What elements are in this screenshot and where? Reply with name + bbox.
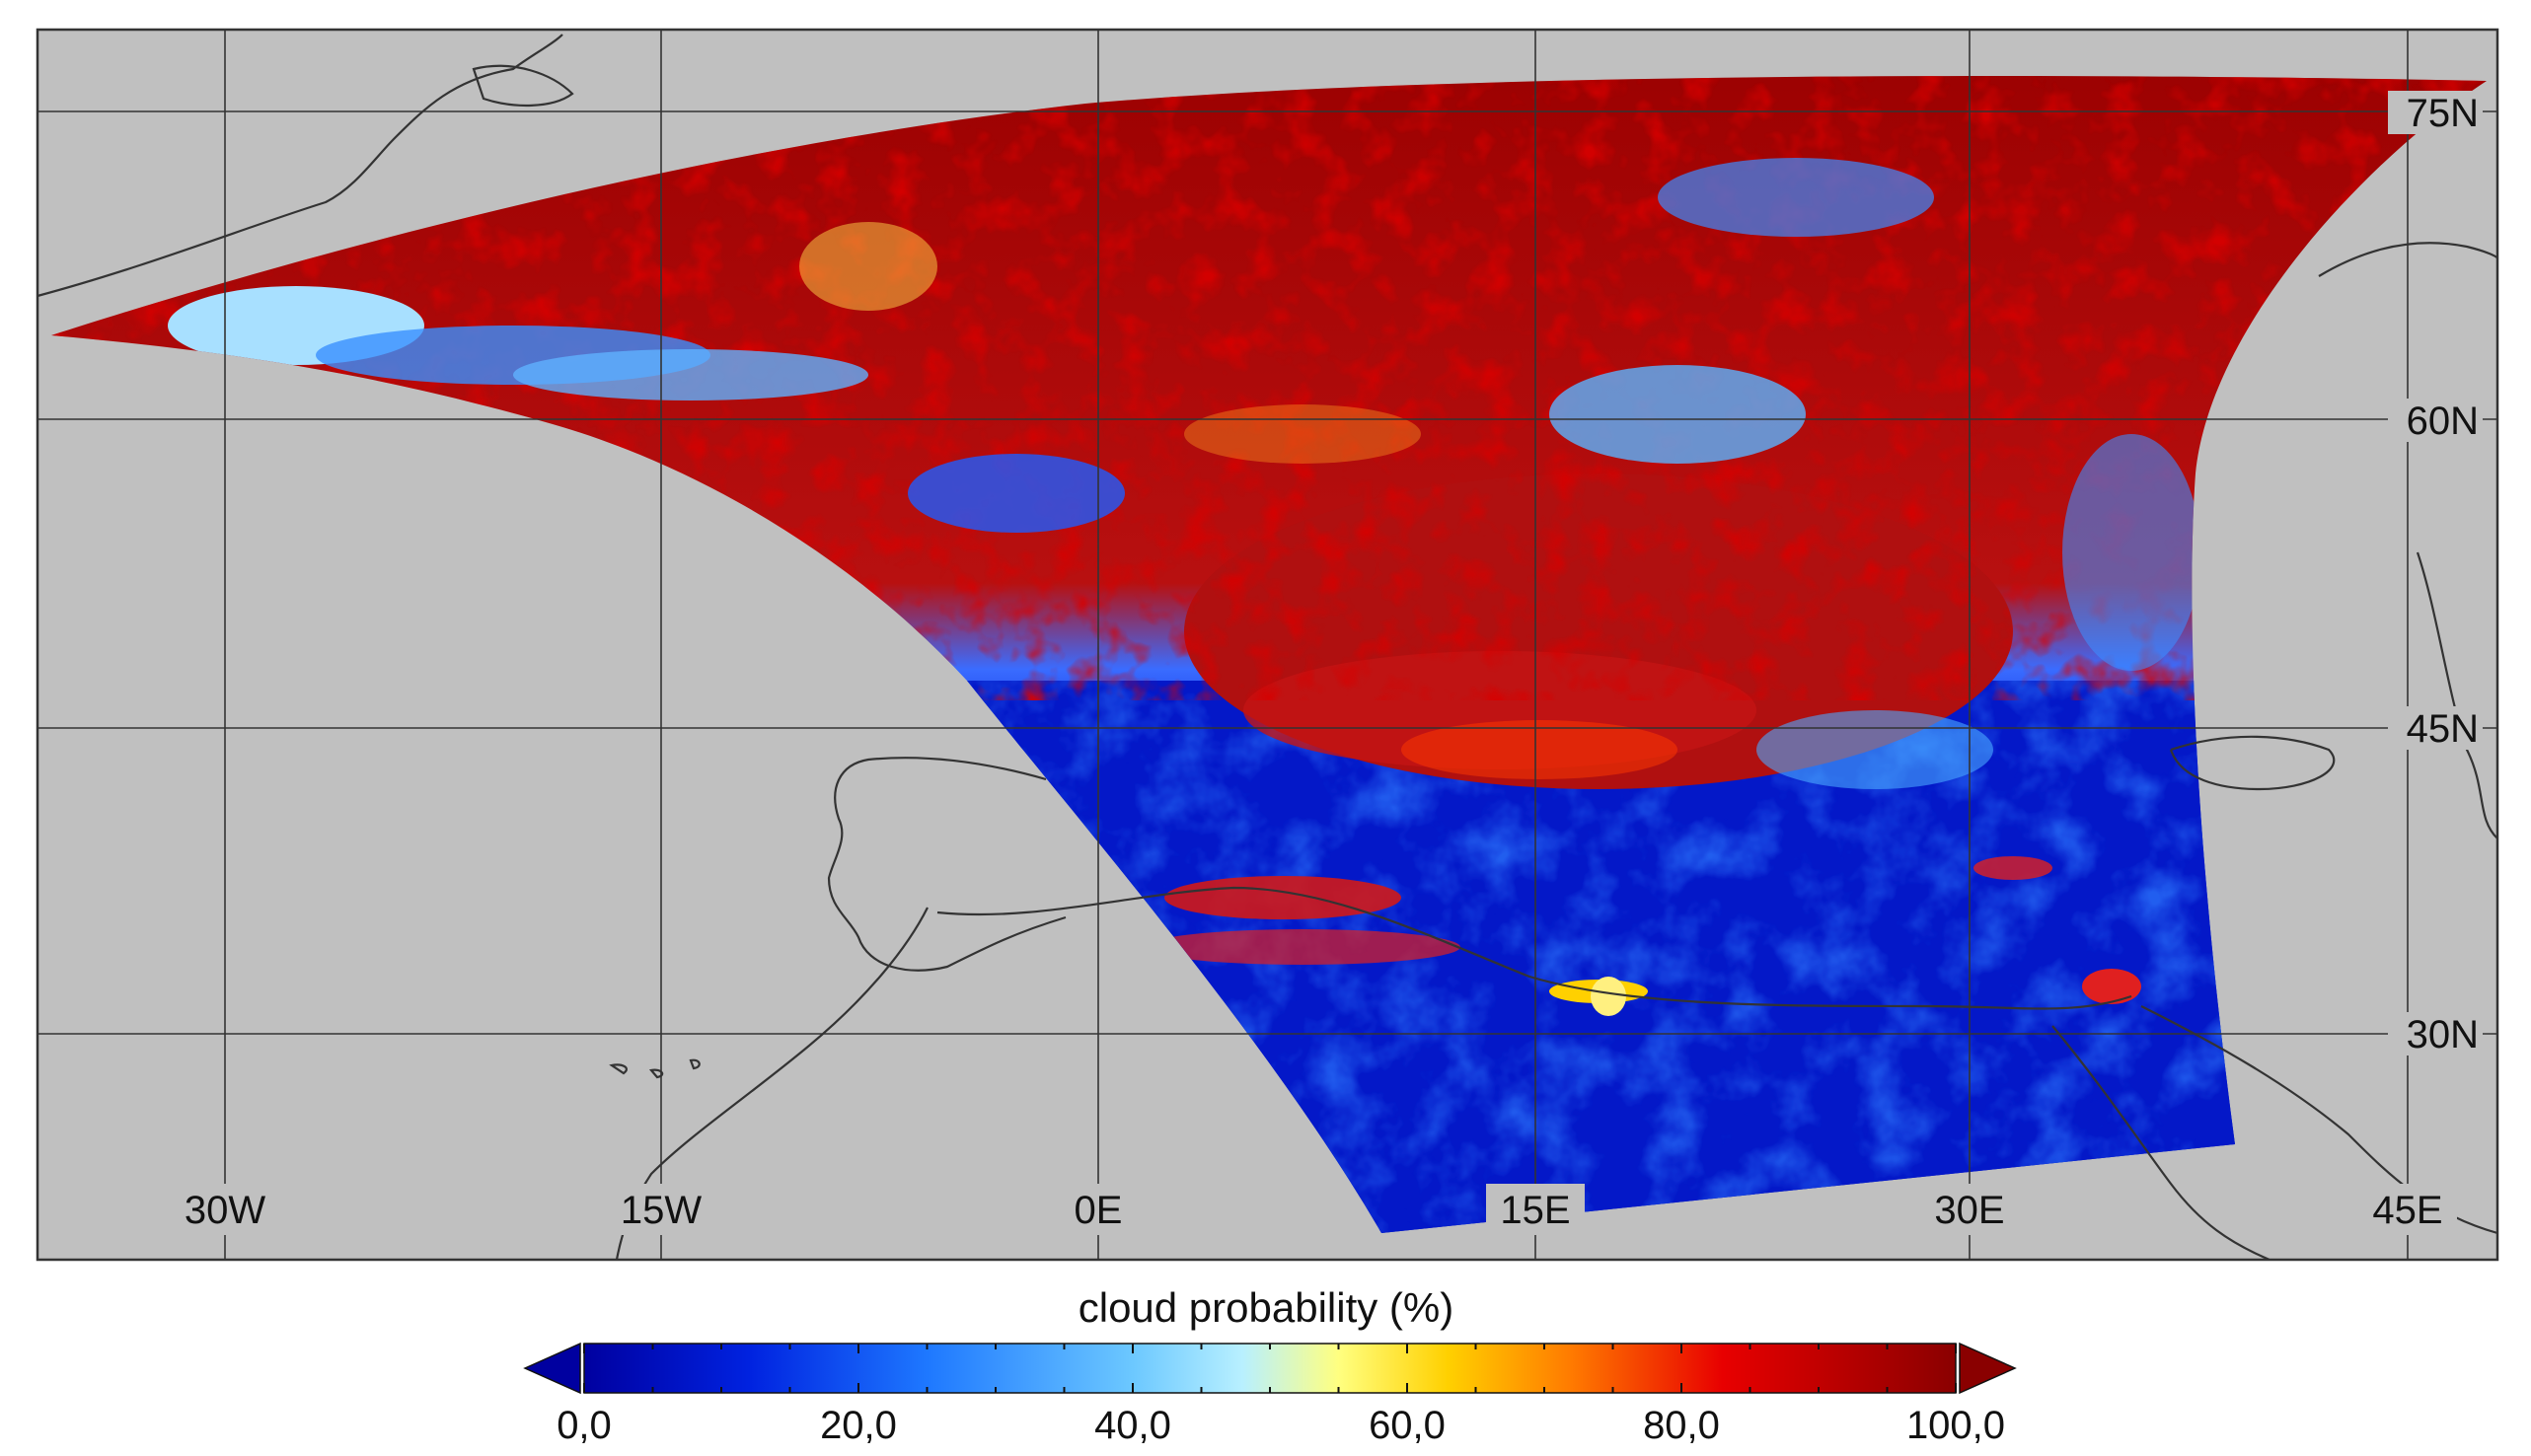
colorbar-tick-label-100: 100,0 [1906,1404,2005,1447]
graticule [37,30,2497,1260]
lon-label-30e: 30E [1934,1189,2004,1232]
colorbar: cloud probability (%) 0,0 20,0 40,0 60,0… [523,1284,2017,1447]
lon-label-30w: 30W [185,1189,265,1232]
latitude-labels: 75N 60N 45N 30N [2388,91,2483,1056]
lat-label-75n: 75N [2407,92,2479,135]
lat-label-30n: 30N [2407,1013,2479,1056]
colorbar-tick-label-80: 80,0 [1643,1404,1720,1447]
longitude-labels: 30W 15W 0E 15E 30E 45E [178,1184,2457,1235]
coastline-iberia [827,757,1067,972]
colorbar-ticks [583,1344,1957,1393]
colorbar-title: cloud probability (%) [1079,1284,1454,1331]
coastline-greenland [37,34,563,298]
colorbar-tick-label-60: 60,0 [1369,1404,1446,1447]
lon-label-45e: 45E [2372,1189,2442,1232]
coastline-red-sea [2051,1025,2270,1262]
lon-label-15e: 15E [1500,1189,1570,1232]
lat-label-45n: 45N [2407,707,2479,751]
lon-label-0e: 0E [1075,1189,1123,1232]
colorbar-tick-label-20: 20,0 [820,1404,897,1447]
coastline-black-sea [2169,735,2336,791]
colorbar-max-extend-arrow [1959,1342,2017,1395]
colorbar-tick-label-40: 40,0 [1094,1404,1171,1447]
coastline-canary-islands [609,1058,701,1079]
colorbar-tick-label-0: 0,0 [557,1404,612,1447]
lon-label-15w: 15W [621,1189,702,1232]
map-frame [36,28,2499,1262]
colorbar-gradient [583,1343,1957,1394]
colorbar-min-extend-arrow [523,1342,581,1395]
coastline-africa-med [936,886,2132,1010]
coastline-iceland [472,64,574,107]
lat-label-60n: 60N [2407,400,2479,443]
coastline-scandinavia [2318,242,2499,277]
